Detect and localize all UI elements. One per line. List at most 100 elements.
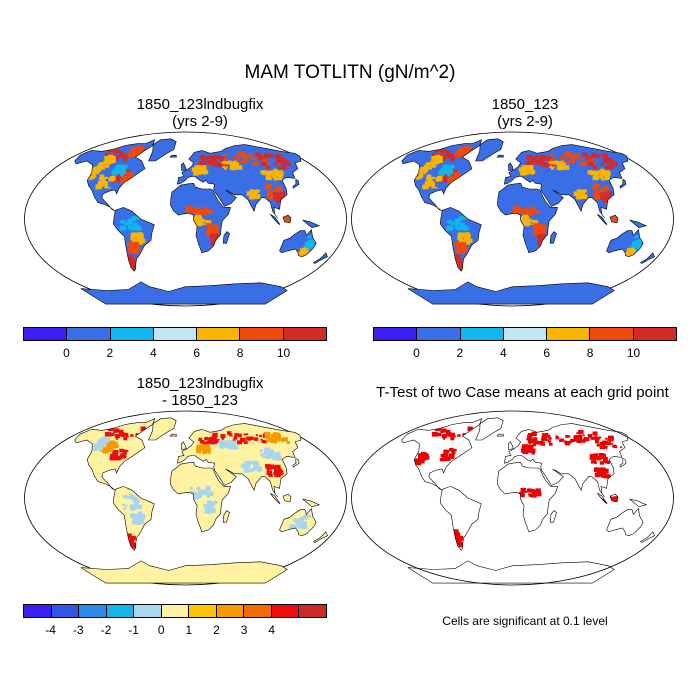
panel-title-diff-line2: - 1850_123 [162, 392, 238, 409]
coastline-madagascar [549, 231, 557, 244]
coastline-madagascar [222, 231, 230, 244]
coastline-eurasia [504, 144, 629, 219]
colorbar-case2-swatch [590, 328, 634, 340]
map-ttest [351, 410, 674, 586]
coastline-greenland [148, 417, 177, 441]
map-case1 [24, 131, 347, 307]
colorbar-case2-tick-label: 6 [543, 346, 551, 360]
coastline-nz [312, 252, 328, 264]
coastline-uk [507, 162, 514, 172]
colorbar-diff-swatch [299, 605, 327, 617]
colorbar-case1-swatch [240, 328, 284, 340]
coastline-madagascar [549, 510, 557, 523]
colorbar-case1-tick-label: 0 [63, 346, 70, 360]
colorbar-diff-swatch [271, 605, 300, 617]
colorbar-case2-tick-label: 2 [456, 346, 464, 360]
colorbar-case1-labels: 0 2 4 6 8 10 [23, 346, 327, 362]
colorbar-diff-swatch [216, 605, 245, 617]
coastline-iceland [169, 154, 177, 158]
coastline-antarctica [407, 560, 615, 584]
colorbar-case2-swatch [374, 328, 418, 340]
colorbar-diff-tick-label: 1 [185, 623, 193, 637]
coastline-eurasia [177, 423, 302, 498]
coastline-iceland [496, 154, 504, 158]
colorbar-diff-tick-label: 4 [268, 623, 276, 637]
coastline-nz [312, 531, 328, 543]
panel-title-case2: 1850_123 (yrs 2-9) [400, 96, 650, 130]
colorbar-case1-swatch [153, 328, 198, 340]
colorbar-diff-swatch [51, 605, 80, 617]
panel-title-diff: 1850_123lndbugfix - 1850_123 [75, 375, 325, 409]
colorbar-case1-swatch [197, 328, 241, 340]
coastline-africa [170, 182, 232, 254]
coastline-indonesia1 [597, 213, 608, 226]
coastline-japan [292, 457, 300, 468]
coastline-newGuinea [629, 498, 648, 508]
coastline-eurasia [504, 423, 629, 498]
colorbar-case1-tick-label: 2 [106, 346, 114, 360]
coastline-newGuinea [629, 219, 648, 229]
coastline-southAmerica [439, 486, 482, 551]
colorbar-diff [23, 604, 327, 618]
coastline-newGuinea [302, 219, 321, 229]
colorbar-case2-swatch [417, 328, 461, 340]
colorbar-case2-swatch [460, 328, 504, 340]
colorbar-diff-swatch [24, 605, 52, 617]
coastline-antarctica [407, 281, 615, 305]
colorbar-diff-tick-label: 3 [240, 623, 248, 637]
coastline-greenland [475, 138, 504, 162]
panel-title-case1-line2: (yrs 2-9) [172, 113, 228, 130]
coastline-australia [279, 228, 317, 258]
colorbar-diff-swatch [106, 605, 135, 617]
colorbar-diff-tick-label: -1 [128, 623, 139, 637]
coastline-southAmerica [112, 207, 155, 272]
colorbar-case1-tick-label: 8 [236, 346, 244, 360]
coastline-australia [279, 507, 317, 537]
colorbar-case1-swatch [110, 328, 154, 340]
colorbar-diff-tick-label: 0 [157, 623, 165, 637]
coastline-indonesia1 [270, 213, 281, 226]
colorbar-case1-swatch [67, 328, 111, 340]
coastline-africa [170, 461, 232, 533]
panel-title-ttest-line1: T-Test of two Case means at each grid po… [376, 384, 669, 401]
colorbar-case2-swatch [633, 328, 676, 340]
coastline-greenland [475, 417, 504, 441]
coastline-uk [507, 441, 514, 451]
map-case2 [351, 131, 674, 307]
colorbar-case2-swatch [547, 328, 591, 340]
coastline-australia [606, 228, 644, 258]
coastline-uk [180, 441, 187, 451]
map-ttest-globe-outline [351, 410, 674, 586]
colorbar-diff-labels: -4 -3 -2 -1 0 1 2 3 4 [23, 623, 327, 639]
coastline-uk [180, 162, 187, 172]
coastline-indonesia2 [609, 493, 619, 503]
map-diff [24, 410, 347, 586]
panel-title-case1: 1850_123lndbugfix (yrs 2-9) [75, 96, 325, 130]
coastline-eurasia [177, 144, 302, 219]
coastline-iceland [169, 433, 177, 437]
coastline-indonesia2 [282, 493, 292, 503]
colorbar-diff-tick-label: -3 [72, 623, 84, 637]
coastline-newGuinea [302, 498, 321, 508]
ttest-significance-note: Cells are significant at 0.1 level [442, 614, 608, 628]
colorbar-case2-tick-label: 0 [413, 346, 420, 360]
coastline-southAmerica [439, 207, 482, 272]
coastline-australia [606, 507, 644, 537]
colorbar-case2 [373, 327, 677, 341]
colorbar-diff-swatch [79, 605, 107, 617]
coastline-africa [497, 182, 559, 254]
coastline-japan [619, 178, 627, 189]
panel-title-case2-line1: 1850_123 [491, 96, 559, 113]
main-title: MAM TOTLITN (gN/m^2) [244, 62, 456, 83]
colorbar-case2-tick-label: 8 [586, 346, 594, 360]
coastline-indonesia1 [597, 492, 608, 505]
colorbar-case1 [23, 327, 327, 341]
coastline-antarctica [80, 560, 288, 584]
coastline-japan [619, 457, 627, 468]
coastline-madagascar [222, 510, 230, 523]
colorbar-case1-tick-label: 10 [276, 346, 291, 360]
colorbar-diff-tick-label: -4 [45, 623, 56, 637]
coastline-africa [497, 461, 559, 533]
coastline-northAmerica [401, 418, 483, 491]
colorbar-case1-tick-label: 6 [193, 346, 201, 360]
